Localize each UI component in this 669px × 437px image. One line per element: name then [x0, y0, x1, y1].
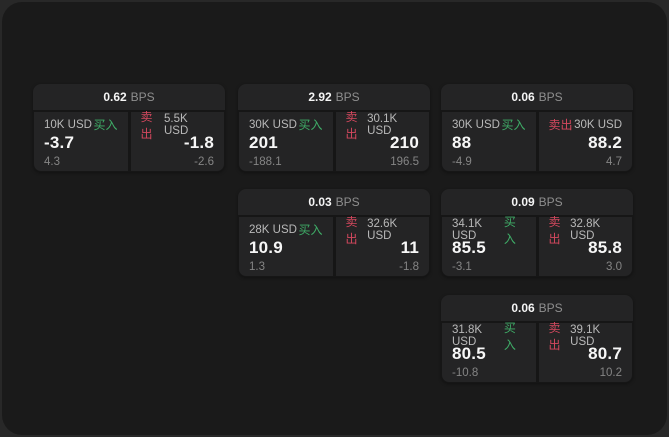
- sell-price: 210: [390, 133, 419, 152]
- buy-price: -3.7: [44, 133, 75, 152]
- bps-unit-label: BPS: [130, 90, 155, 104]
- buy-price: 80.5: [452, 344, 486, 363]
- buy-tag[interactable]: 买入: [298, 118, 323, 132]
- sell-tag[interactable]: 卖出: [345, 109, 358, 141]
- sell-price: -1.8: [183, 133, 214, 152]
- bps-value: 2.92: [308, 90, 332, 104]
- sell-panel[interactable]: 卖出 30K USD 88.2 4.7: [538, 112, 632, 171]
- buy-tag[interactable]: 买入: [503, 214, 516, 246]
- sell-amount: 30K USD: [574, 118, 622, 131]
- sell-tag[interactable]: 卖出: [548, 118, 573, 132]
- bps-value: 0.09: [511, 195, 535, 209]
- bps-unit-label: BPS: [335, 195, 360, 209]
- buy-tag[interactable]: 买入: [298, 223, 323, 237]
- sell-panel[interactable]: 卖出 30.1K USD 210 196.5: [335, 110, 429, 171]
- buy-amount: 28K USD: [249, 223, 297, 236]
- card-panels: 30K USD 买入 88 -4.9 卖出 30K USD 88.2 4.7: [441, 111, 633, 171]
- sell-amount: 32.6K USD: [367, 217, 398, 242]
- buy-price: 85.5: [452, 238, 486, 257]
- buy-tag[interactable]: 买入: [501, 118, 526, 132]
- buy-price: 201: [249, 133, 278, 152]
- card-panels: 31.8K USD 买入 80.5 -10.8 卖出 39.1K USD 80.…: [441, 321, 633, 382]
- card-panels: 30K USD 买入 201 -188.1 卖出 30.1K USD 210 1…: [238, 110, 430, 171]
- sell-amount: 5.5K USD: [163, 112, 189, 137]
- bps-unit-label: BPS: [538, 195, 563, 209]
- bps-unit-label: BPS: [538, 301, 563, 315]
- buy-tag[interactable]: 买入: [503, 320, 516, 352]
- buy-price: 10.9: [249, 238, 283, 257]
- card-panels: 34.1K USD 买入 85.5 -3.1 卖出 32.8K USD 85.8…: [441, 215, 633, 276]
- sell-tag[interactable]: 卖出: [345, 214, 358, 246]
- sell-subvalue: 196.5: [390, 156, 419, 168]
- sell-panel[interactable]: 卖出 32.6K USD 11 -1.8: [335, 215, 429, 276]
- sell-price: 11: [400, 238, 419, 257]
- bps-value: 0.03: [308, 195, 332, 209]
- buy-subvalue: -3.1: [452, 261, 472, 273]
- buy-subvalue: 1.3: [249, 261, 265, 273]
- buy-amount: 30K USD: [452, 118, 500, 131]
- card-panels: 10K USD 买入 -3.7 4.3 卖出 5.5K USD -1.8 -2.…: [33, 110, 225, 171]
- sell-amount: 39.1K USD: [570, 323, 601, 348]
- card-header: 0.09 BPS: [441, 189, 633, 215]
- bps-value: 0.06: [511, 301, 535, 315]
- card-header: 0.62 BPS: [33, 84, 225, 110]
- quote-card[interactable]: 0.03 BPS 28K USD 买入 10.9 1.3 卖出 32.6K US…: [238, 189, 430, 277]
- buy-panel[interactable]: 31.8K USD 买入 80.5 -10.8: [442, 321, 536, 382]
- sell-panel[interactable]: 卖出 32.8K USD 85.8 3.0: [538, 215, 632, 276]
- bps-unit-label: BPS: [538, 90, 563, 104]
- buy-subvalue: 4.3: [44, 156, 60, 168]
- card-header: 0.06 BPS: [441, 84, 633, 110]
- bps-value: 0.06: [511, 90, 535, 104]
- quote-card[interactable]: 0.09 BPS 34.1K USD 买入 85.5 -3.1 卖出 32.8K…: [441, 189, 633, 277]
- buy-amount: 10K USD: [44, 118, 92, 131]
- buy-panel[interactable]: 30K USD 买入 201 -188.1: [239, 112, 333, 171]
- quote-card[interactable]: 0.62 BPS 10K USD 买入 -3.7 4.3 卖出 5.5K USD…: [33, 84, 225, 172]
- sell-tag[interactable]: 卖出: [140, 109, 153, 141]
- sell-amount: 30.1K USD: [367, 112, 398, 137]
- card-header: 0.03 BPS: [238, 189, 430, 215]
- bps-unit-label: BPS: [335, 90, 360, 104]
- sell-price: 85.8: [588, 238, 622, 257]
- sell-amount: 32.8K USD: [570, 217, 601, 242]
- card-panels: 28K USD 买入 10.9 1.3 卖出 32.6K USD 11 -1.8: [238, 215, 430, 276]
- sell-subvalue: -2.6: [194, 156, 214, 168]
- sell-subvalue: 3.0: [606, 261, 622, 273]
- quote-card[interactable]: 2.92 BPS 30K USD 买入 201 -188.1 卖出 30.1K …: [238, 84, 430, 172]
- buy-panel[interactable]: 28K USD 买入 10.9 1.3: [239, 217, 333, 276]
- quote-card[interactable]: 0.06 BPS 30K USD 买入 88 -4.9 卖出 30K USD 8…: [441, 84, 633, 172]
- buy-amount: 30K USD: [249, 118, 297, 131]
- buy-amount: 31.8K USD: [452, 323, 483, 348]
- sell-price: 80.7: [588, 344, 622, 363]
- buy-panel[interactable]: 34.1K USD 买入 85.5 -3.1: [442, 215, 536, 276]
- sell-subvalue: 10.2: [599, 367, 622, 379]
- sell-panel[interactable]: 卖出 5.5K USD -1.8 -2.6: [130, 110, 224, 171]
- sell-tag[interactable]: 卖出: [548, 214, 561, 246]
- buy-subvalue: -4.9: [452, 156, 472, 168]
- buy-panel[interactable]: 10K USD 买入 -3.7 4.3: [34, 112, 128, 171]
- buy-tag[interactable]: 买入: [93, 118, 118, 132]
- buy-subvalue: -188.1: [249, 156, 282, 168]
- buy-price: 88: [452, 133, 472, 152]
- buy-panel[interactable]: 30K USD 买入 88 -4.9: [442, 112, 536, 171]
- bps-value: 0.62: [103, 90, 127, 104]
- buy-amount: 34.1K USD: [452, 217, 483, 242]
- sell-subvalue: -1.8: [399, 261, 419, 273]
- sell-panel[interactable]: 卖出 39.1K USD 80.7 10.2: [538, 321, 632, 382]
- card-header: 0.06 BPS: [441, 295, 633, 321]
- sell-price: 88.2: [588, 133, 622, 152]
- buy-subvalue: -10.8: [452, 367, 479, 379]
- quote-card[interactable]: 0.06 BPS 31.8K USD 买入 80.5 -10.8 卖出 39.1…: [441, 295, 633, 383]
- card-header: 2.92 BPS: [238, 84, 430, 110]
- sell-subvalue: 4.7: [606, 156, 622, 168]
- sell-tag[interactable]: 卖出: [548, 320, 561, 352]
